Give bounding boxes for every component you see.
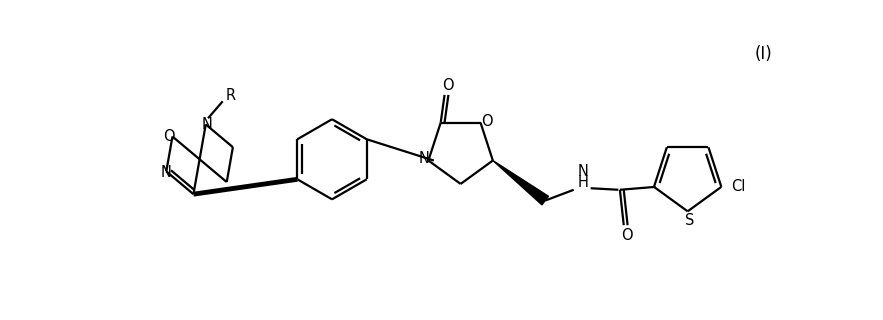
Text: N: N <box>202 117 213 132</box>
Text: O: O <box>442 78 454 93</box>
Text: N: N <box>577 164 588 179</box>
Text: N: N <box>419 151 430 166</box>
Text: O: O <box>162 129 175 144</box>
Text: R: R <box>225 88 236 103</box>
Text: Cl: Cl <box>731 180 745 194</box>
Text: O: O <box>621 228 632 243</box>
Text: S: S <box>684 213 694 228</box>
Text: H: H <box>577 175 588 189</box>
Polygon shape <box>493 161 548 205</box>
Text: (I): (I) <box>754 45 772 63</box>
Text: O: O <box>481 114 493 129</box>
Text: N: N <box>161 165 172 180</box>
